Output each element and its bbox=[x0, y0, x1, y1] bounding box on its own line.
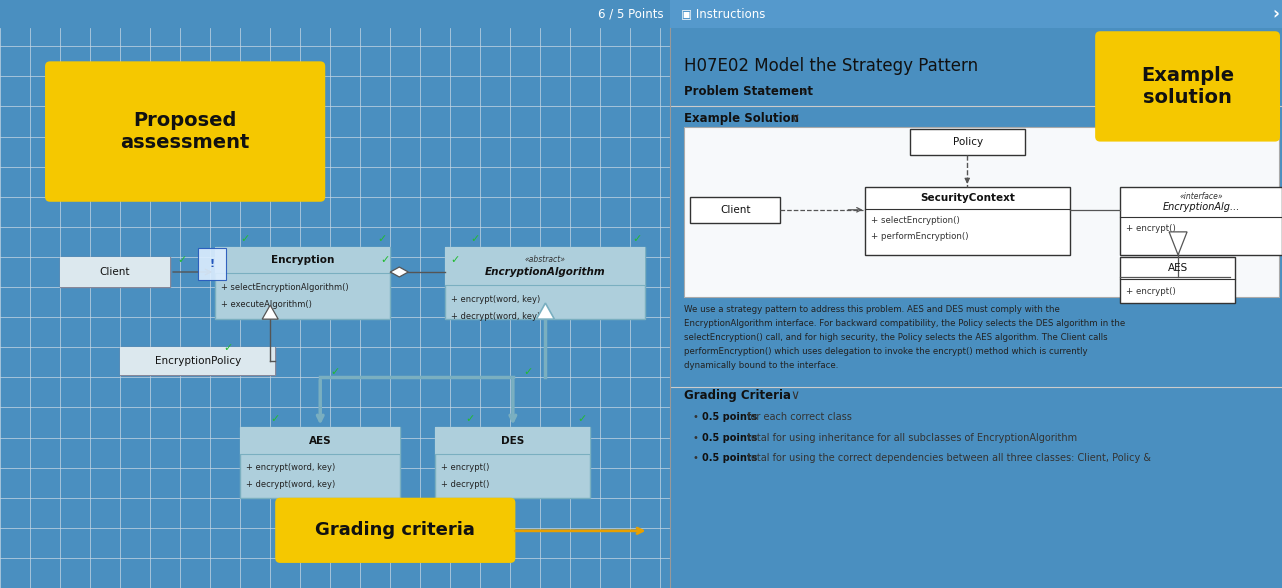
Text: •: • bbox=[692, 453, 699, 463]
Text: ✓: ✓ bbox=[241, 234, 250, 244]
Text: ›: › bbox=[1273, 5, 1279, 23]
Text: ✓: ✓ bbox=[381, 255, 390, 265]
FancyBboxPatch shape bbox=[215, 247, 390, 319]
FancyBboxPatch shape bbox=[445, 247, 645, 285]
Text: Grading criteria: Grading criteria bbox=[315, 522, 476, 539]
FancyBboxPatch shape bbox=[436, 427, 591, 497]
Text: ✓: ✓ bbox=[470, 234, 479, 244]
Text: + decrypt(word, key): + decrypt(word, key) bbox=[451, 312, 541, 320]
FancyBboxPatch shape bbox=[121, 348, 276, 375]
FancyBboxPatch shape bbox=[121, 348, 276, 375]
Text: + encrypt(): + encrypt() bbox=[1126, 225, 1176, 233]
Text: performEncryption() which uses delegation to invoke the encrypt() method which i: performEncryption() which uses delegatio… bbox=[685, 348, 1088, 356]
Text: ✓: ✓ bbox=[633, 234, 642, 244]
FancyBboxPatch shape bbox=[1120, 257, 1235, 303]
Text: + selectEncryption(): + selectEncryption() bbox=[872, 216, 960, 225]
FancyBboxPatch shape bbox=[60, 257, 171, 287]
FancyBboxPatch shape bbox=[445, 247, 645, 319]
Polygon shape bbox=[1169, 232, 1187, 255]
Text: 0.5 points: 0.5 points bbox=[703, 433, 758, 443]
Text: + encrypt(): + encrypt() bbox=[441, 463, 490, 472]
Text: ∨: ∨ bbox=[791, 112, 800, 125]
Text: ✓: ✓ bbox=[271, 415, 279, 425]
Text: Client: Client bbox=[720, 205, 751, 215]
Text: + selectEncryptionAlgorithm(): + selectEncryptionAlgorithm() bbox=[222, 283, 349, 292]
Text: DES: DES bbox=[501, 436, 524, 446]
FancyBboxPatch shape bbox=[691, 197, 781, 223]
Text: ✓: ✓ bbox=[378, 234, 387, 244]
Text: SecurityContext: SecurityContext bbox=[920, 193, 1015, 203]
Text: AES: AES bbox=[309, 436, 332, 446]
Text: + encrypt(word, key): + encrypt(word, key) bbox=[451, 295, 541, 303]
Polygon shape bbox=[536, 303, 554, 319]
Text: ∨: ∨ bbox=[791, 389, 800, 402]
FancyBboxPatch shape bbox=[685, 126, 1279, 297]
Text: ✓: ✓ bbox=[523, 368, 532, 377]
Text: ✓: ✓ bbox=[331, 368, 340, 377]
FancyBboxPatch shape bbox=[1120, 187, 1282, 255]
Text: ›: › bbox=[800, 85, 805, 98]
Text: + decrypt(): + decrypt() bbox=[441, 480, 490, 489]
Text: !: ! bbox=[209, 259, 214, 269]
Polygon shape bbox=[390, 267, 408, 277]
Text: + executeAlgorithm(): + executeAlgorithm() bbox=[222, 300, 312, 309]
Text: EncryptionAlg...: EncryptionAlg... bbox=[1163, 202, 1240, 212]
Text: We use a strategy pattern to address this problem. AES and DES must comply with : We use a strategy pattern to address thi… bbox=[685, 305, 1060, 314]
Text: EncryptionPolicy: EncryptionPolicy bbox=[155, 356, 241, 366]
Text: ▣ Instructions: ▣ Instructions bbox=[681, 8, 765, 21]
Text: + decrypt(word, key): + decrypt(word, key) bbox=[246, 480, 336, 489]
Text: «abstract»: «abstract» bbox=[524, 255, 565, 265]
Text: Problem Statement: Problem Statement bbox=[685, 85, 814, 98]
Text: ✓: ✓ bbox=[465, 415, 476, 425]
FancyBboxPatch shape bbox=[240, 427, 400, 453]
Text: 0.5 points: 0.5 points bbox=[703, 412, 758, 422]
Text: for each correct class: for each correct class bbox=[745, 412, 853, 422]
Text: Grading Criteria: Grading Criteria bbox=[685, 389, 791, 402]
Text: ✓: ✓ bbox=[223, 343, 232, 353]
FancyBboxPatch shape bbox=[436, 427, 591, 453]
Polygon shape bbox=[163, 197, 187, 199]
Text: + encrypt(word, key): + encrypt(word, key) bbox=[246, 463, 336, 472]
Text: Client: Client bbox=[100, 267, 131, 277]
Text: selectEncryption() call, and for high security, the Policy selects the AES algor: selectEncryption() call, and for high se… bbox=[685, 333, 1108, 342]
Polygon shape bbox=[388, 558, 413, 559]
Text: Example Solution: Example Solution bbox=[685, 112, 800, 125]
Text: Example
solution: Example solution bbox=[1141, 66, 1235, 107]
FancyBboxPatch shape bbox=[1095, 31, 1279, 142]
Text: •: • bbox=[692, 433, 699, 443]
Text: ✓: ✓ bbox=[177, 255, 187, 265]
FancyBboxPatch shape bbox=[670, 0, 1282, 28]
Text: AES: AES bbox=[1168, 263, 1187, 273]
Text: ✓: ✓ bbox=[578, 415, 587, 425]
Polygon shape bbox=[1138, 136, 1161, 139]
Text: •: • bbox=[692, 412, 699, 422]
FancyBboxPatch shape bbox=[276, 497, 515, 563]
Text: EncryptionAlgorithm: EncryptionAlgorithm bbox=[485, 267, 605, 277]
Text: Encryption: Encryption bbox=[271, 255, 335, 265]
Text: Proposed
assessment: Proposed assessment bbox=[121, 111, 250, 152]
Text: 6 / 5 Points: 6 / 5 Points bbox=[599, 8, 664, 21]
FancyBboxPatch shape bbox=[45, 61, 326, 202]
Text: ✓: ✓ bbox=[451, 255, 460, 265]
FancyBboxPatch shape bbox=[240, 427, 400, 497]
Text: H07E02 Model the Strategy Pattern: H07E02 Model the Strategy Pattern bbox=[685, 58, 978, 75]
Text: EncryptionAlgorithm interface. For backward compatibility, the Policy selects th: EncryptionAlgorithm interface. For backw… bbox=[685, 319, 1126, 328]
Text: dynamically bound to the interface.: dynamically bound to the interface. bbox=[685, 361, 838, 370]
Text: total for using the correct dependencies between all three classes: Client, Poli: total for using the correct dependencies… bbox=[745, 453, 1151, 463]
Text: + encrypt(): + encrypt() bbox=[1126, 286, 1176, 296]
FancyBboxPatch shape bbox=[910, 129, 1026, 155]
Text: Policy: Policy bbox=[953, 136, 983, 146]
Text: 0.5 points: 0.5 points bbox=[703, 453, 758, 463]
Text: total for using inheritance for all subclasses of EncryptionAlgorithm: total for using inheritance for all subc… bbox=[745, 433, 1078, 443]
Polygon shape bbox=[263, 305, 278, 319]
FancyBboxPatch shape bbox=[60, 257, 171, 287]
Text: + performEncryption(): + performEncryption() bbox=[872, 232, 969, 242]
FancyBboxPatch shape bbox=[865, 187, 1070, 255]
Text: «interface»: «interface» bbox=[1179, 192, 1223, 201]
FancyBboxPatch shape bbox=[215, 247, 390, 273]
